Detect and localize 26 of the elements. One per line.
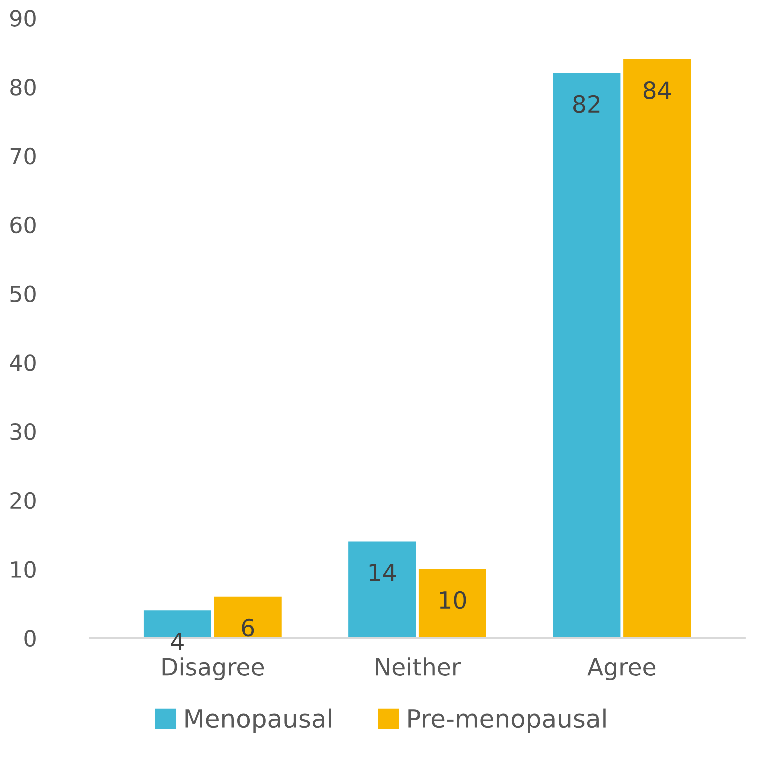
legend-label: Menopausal [186, 708, 332, 733]
y-tick-label: 70 [10, 148, 36, 165]
bar [624, 60, 692, 638]
data-label: 14 [370, 564, 396, 582]
bar [214, 596, 282, 638]
data-label: 84 [644, 82, 672, 100]
x-tick-label: Neither [376, 658, 462, 676]
x-tick-label: Agree [588, 658, 656, 681]
data-label: 82 [574, 95, 600, 114]
y-tick-label: 10 [12, 561, 36, 578]
bar [418, 569, 486, 638]
data-label: 10 [440, 591, 466, 610]
y-tick-label: 60 [10, 216, 36, 234]
y-tick-label: 30 [10, 424, 36, 440]
y-tick-label: 90 [10, 10, 36, 27]
x-tick-label: Disagree [162, 658, 264, 681]
y-tick-label: 40 [10, 354, 36, 372]
y-tick-label: 0 [24, 630, 36, 647]
data-label: 6 [242, 618, 254, 637]
y-tick-label: 80 [10, 79, 36, 96]
y-tick-label: 20 [10, 492, 36, 510]
legend-label: Pre-menopausal [408, 708, 606, 733]
bar [553, 73, 621, 638]
data-label: 4 [171, 633, 184, 650]
bar [348, 542, 416, 638]
y-tick-label: 50 [10, 286, 36, 303]
